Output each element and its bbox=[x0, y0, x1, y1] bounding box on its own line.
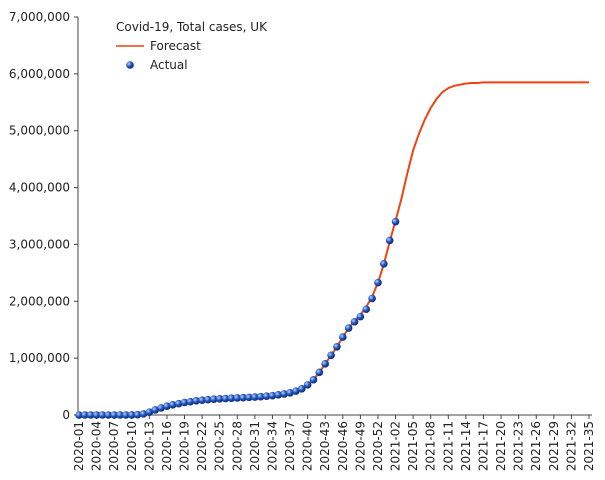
actual-point bbox=[92, 411, 101, 419]
actual-point bbox=[86, 411, 95, 419]
x-tick-label: 2020-49 bbox=[353, 421, 367, 471]
actual-point bbox=[215, 394, 224, 403]
actual-point bbox=[321, 360, 330, 368]
actual-point bbox=[168, 400, 177, 409]
actual-point bbox=[385, 236, 394, 245]
legend-swatch bbox=[126, 61, 134, 69]
actual-point bbox=[81, 411, 89, 419]
x-tick-label: 2021-02 bbox=[389, 421, 403, 471]
x-tick-label: 2021-32 bbox=[564, 421, 578, 471]
actual-point bbox=[151, 406, 160, 414]
x-tick-label: 2020-04 bbox=[90, 421, 104, 471]
actual-point bbox=[333, 342, 341, 351]
actual-point bbox=[75, 411, 83, 419]
actual-point bbox=[180, 398, 189, 407]
actual-point bbox=[163, 402, 171, 410]
actual-point bbox=[362, 305, 371, 314]
x-tick-label: 2020-16 bbox=[160, 421, 174, 471]
actual-point bbox=[380, 259, 388, 268]
actual-point bbox=[356, 312, 365, 321]
actual-point bbox=[303, 381, 312, 389]
actual-point bbox=[286, 389, 294, 397]
x-tick-label: 2020-19 bbox=[178, 421, 192, 471]
legend-label: Actual bbox=[150, 58, 188, 72]
actual-point bbox=[227, 394, 236, 403]
actual-point bbox=[280, 390, 288, 398]
actual-point bbox=[210, 395, 218, 403]
actual-point bbox=[198, 396, 206, 405]
x-tick-label: 2021-05 bbox=[406, 421, 420, 471]
actual-point bbox=[157, 404, 165, 412]
actual-point bbox=[122, 411, 130, 419]
actual-point bbox=[315, 368, 324, 377]
y-tick-label: 7,000,000 bbox=[9, 10, 70, 24]
x-tick-label: 2021-14 bbox=[459, 421, 473, 471]
x-tick-label: 2021-29 bbox=[547, 421, 561, 471]
x-tick-label: 2020-34 bbox=[265, 421, 279, 471]
x-tick-label: 2021-11 bbox=[441, 421, 455, 471]
actual-point bbox=[368, 294, 376, 303]
actual-point bbox=[174, 399, 183, 408]
actual-point bbox=[110, 411, 118, 419]
x-tick-label: 2020-40 bbox=[301, 421, 315, 471]
y-tick-label: 1,000,000 bbox=[9, 351, 70, 365]
y-tick-label: 2,000,000 bbox=[9, 294, 70, 308]
y-tick-label: 5,000,000 bbox=[9, 124, 70, 138]
actual-point bbox=[262, 392, 271, 401]
actual-point bbox=[350, 317, 359, 326]
y-tick-label: 4,000,000 bbox=[9, 181, 70, 195]
forecast-line bbox=[79, 81, 589, 416]
x-tick-label: 2020-13 bbox=[142, 421, 156, 471]
actual-point bbox=[116, 411, 124, 419]
x-tick-label: 2020-10 bbox=[125, 421, 139, 471]
actual-point bbox=[391, 217, 400, 226]
actual-point bbox=[186, 397, 195, 406]
x-tick-label: 2021-35 bbox=[582, 421, 596, 471]
x-tick-label: 2021-26 bbox=[529, 421, 543, 471]
x-tick-label: 2020-07 bbox=[107, 421, 121, 471]
legend-label: Forecast bbox=[150, 39, 201, 53]
actual-point bbox=[251, 393, 259, 401]
actual-point bbox=[204, 395, 212, 404]
actual-point bbox=[268, 391, 277, 400]
actual-point bbox=[192, 396, 201, 405]
actual-point bbox=[374, 278, 382, 287]
x-tick-label: 2020-22 bbox=[195, 421, 209, 471]
actual-point bbox=[309, 375, 318, 384]
actual-point bbox=[133, 410, 142, 419]
x-tick-label: 2020-25 bbox=[213, 421, 227, 471]
actual-point bbox=[104, 411, 113, 419]
actual-point bbox=[292, 387, 300, 395]
actual-point bbox=[127, 411, 136, 419]
actual-point bbox=[274, 391, 283, 399]
y-tick-label: 6,000,000 bbox=[9, 67, 70, 81]
actual-point bbox=[245, 393, 253, 402]
x-tick-label: 2020-52 bbox=[371, 421, 385, 471]
actual-point bbox=[297, 385, 306, 393]
x-tick-label: 2021-20 bbox=[494, 421, 508, 471]
actual-point bbox=[145, 408, 154, 416]
x-tick-label: 2020-28 bbox=[230, 421, 244, 471]
actual-point bbox=[327, 351, 335, 360]
x-tick-label: 2020-46 bbox=[336, 421, 350, 471]
legend-title: Covid-19, Total cases, UK bbox=[116, 20, 268, 34]
actual-point bbox=[221, 394, 230, 403]
actual-point bbox=[98, 411, 107, 419]
x-tick-label: 2020-37 bbox=[283, 421, 297, 471]
x-tick-label: 2020-01 bbox=[72, 421, 86, 471]
y-tick-label: 0 bbox=[62, 408, 70, 422]
x-tick-label: 2021-23 bbox=[512, 421, 526, 471]
actual-point bbox=[239, 393, 247, 402]
y-tick-label: 3,000,000 bbox=[9, 237, 70, 251]
actual-point bbox=[338, 333, 347, 341]
x-tick-label: 2020-43 bbox=[318, 421, 332, 471]
actual-point bbox=[256, 392, 265, 401]
actual-point bbox=[344, 324, 353, 332]
actual-point bbox=[233, 394, 242, 402]
x-tick-label: 2021-17 bbox=[476, 421, 490, 471]
x-tick-label: 2020-31 bbox=[248, 421, 262, 471]
x-tick-label: 2021-08 bbox=[424, 421, 438, 471]
actual-point bbox=[139, 410, 148, 418]
